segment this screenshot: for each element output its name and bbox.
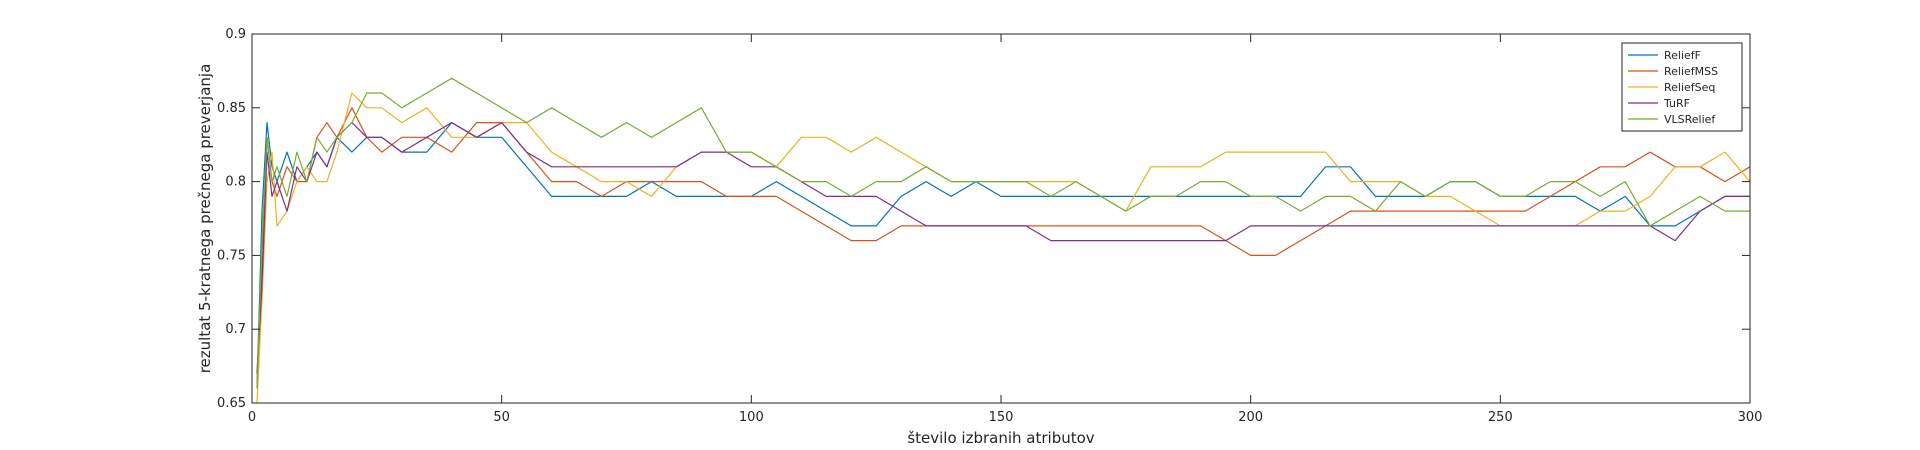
x-tick-label: 200	[1238, 410, 1263, 425]
plot-background	[252, 34, 1750, 403]
y-axis: 0.65 0.7 0.75 0.8 0.85 0.9	[217, 27, 1750, 411]
x-tick-label: 100	[739, 410, 764, 425]
legend-label: ReliefMSS	[1664, 65, 1718, 78]
y-tick-label: 0.65	[217, 396, 246, 411]
y-tick-label: 0.75	[217, 248, 246, 263]
x-tick-label: 250	[1488, 410, 1513, 425]
series-line-reliefseq	[256, 92, 1751, 404]
plot-area	[251, 33, 1751, 404]
y-tick-label: 0.85	[217, 101, 246, 116]
x-tick-label: 150	[989, 410, 1014, 425]
x-axis-title: število izbranih atributov	[907, 429, 1094, 447]
x-axis: 0 50 100 150 200 250 300	[248, 34, 1763, 425]
legend-label: ReliefF	[1664, 49, 1701, 62]
x-tick-label: 300	[1738, 410, 1763, 425]
legend-label: TuRF	[1663, 97, 1690, 110]
y-tick-label: 0.7	[225, 322, 246, 337]
legend: ReliefF ReliefMSS ReliefSeq TuRF VLSRelief	[1621, 42, 1743, 132]
x-tick-label: 50	[493, 410, 510, 425]
x-tick-label: 0	[248, 410, 256, 425]
y-tick-label: 0.9	[225, 27, 246, 42]
series-line-vlsrelief	[256, 77, 1750, 389]
legend-label: ReliefSeq	[1664, 81, 1715, 94]
legend-label: VLSRelief	[1664, 113, 1716, 126]
y-axis-title: rezultat 5-kratnega prečnega preverjanja	[196, 64, 214, 374]
series-line-turf	[256, 121, 1750, 374]
y-tick-label: 0.8	[225, 175, 246, 190]
series-group	[256, 77, 1751, 404]
series-line-reliefmss	[256, 107, 1751, 374]
